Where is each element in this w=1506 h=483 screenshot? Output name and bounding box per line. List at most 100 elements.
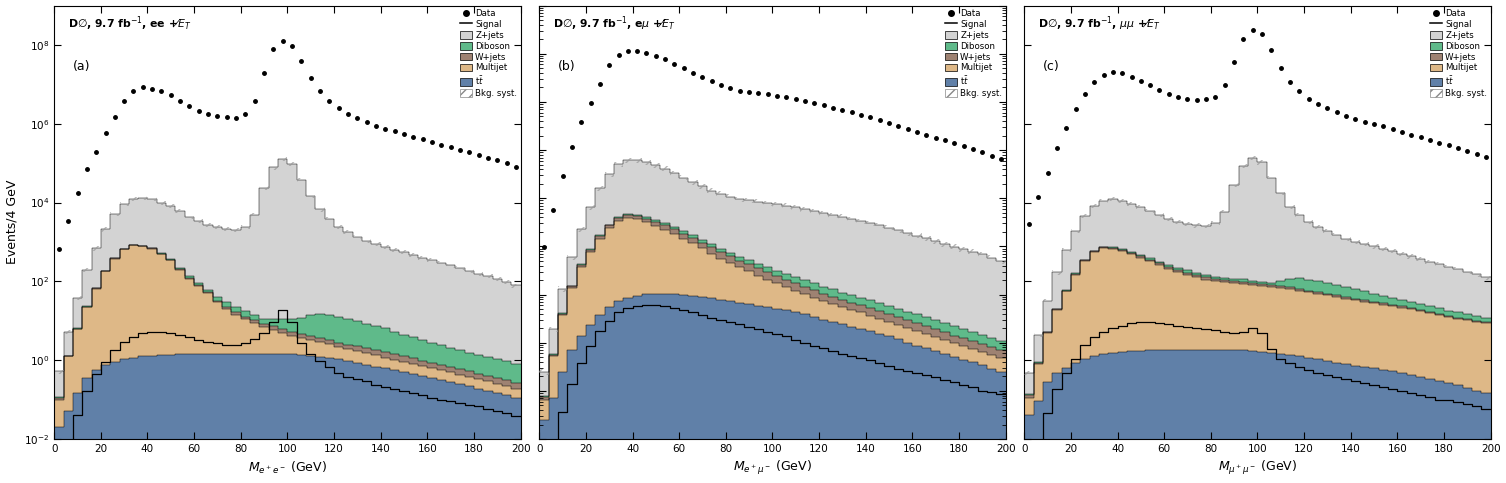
Bar (1444, 316, 1453, 317)
Bar (800, 314, 810, 483)
Bar (735, 267, 744, 303)
Bar (968, 341, 977, 349)
Bar (361, 365, 372, 483)
Bar (194, 283, 203, 285)
Bar (744, 200, 755, 260)
Bar (623, 214, 633, 215)
Bar (419, 361, 428, 366)
Bar (539, 372, 548, 396)
Bar (492, 279, 501, 359)
Bar (1053, 272, 1062, 309)
Bar (465, 377, 474, 386)
Bar (922, 348, 931, 483)
Bar (1062, 250, 1071, 290)
Bar (352, 321, 361, 346)
Bar (846, 219, 857, 295)
Bar (1482, 323, 1491, 393)
Bar (372, 367, 381, 483)
Bar (726, 253, 735, 256)
Bar (568, 288, 577, 350)
Bar (1398, 308, 1407, 373)
Bar (455, 268, 465, 350)
Bar (633, 160, 642, 215)
Bar (72, 328, 83, 329)
Bar (670, 227, 679, 229)
Bar (1126, 351, 1136, 483)
Bar (764, 203, 773, 268)
Bar (1378, 303, 1389, 305)
Bar (893, 325, 904, 339)
Bar (1313, 227, 1322, 281)
Bar (1099, 200, 1108, 247)
Bar (1276, 354, 1286, 483)
Bar (1425, 313, 1435, 379)
Bar (1471, 391, 1482, 483)
Bar (968, 362, 977, 483)
Bar (212, 301, 221, 302)
Bar (1211, 350, 1220, 483)
Bar (837, 293, 846, 300)
Bar (157, 254, 166, 355)
Bar (279, 319, 288, 329)
Bar (604, 174, 614, 225)
Bar (176, 269, 185, 270)
Bar (1267, 285, 1276, 286)
Bar (950, 247, 959, 326)
Bar (72, 298, 83, 328)
Bar (483, 276, 492, 357)
Bar (568, 286, 577, 288)
Bar (259, 319, 268, 324)
Bar (279, 159, 288, 319)
Bar (791, 312, 800, 483)
Bar (800, 294, 810, 314)
Bar (1333, 295, 1342, 297)
Bar (857, 329, 866, 483)
Bar (800, 209, 810, 281)
Bar (1239, 166, 1248, 280)
Bar (1453, 319, 1462, 385)
Bar (1024, 398, 1033, 415)
Bar (697, 297, 708, 483)
Bar (232, 313, 241, 314)
Bar (604, 307, 614, 483)
Bar (773, 284, 782, 309)
Bar (893, 230, 904, 309)
Bar (194, 286, 203, 354)
Bar (455, 350, 465, 369)
Bar (819, 213, 828, 287)
Bar (63, 356, 72, 412)
Bar (334, 317, 343, 342)
Bar (501, 386, 511, 395)
Bar (959, 249, 968, 329)
Bar (1360, 300, 1369, 301)
Bar (997, 351, 1006, 358)
Bar (437, 380, 446, 483)
Bar (343, 349, 352, 361)
Bar (568, 350, 577, 483)
Bar (250, 354, 259, 483)
Bar (557, 313, 568, 315)
Bar (866, 223, 875, 300)
Bar (726, 300, 735, 483)
Bar (1471, 274, 1482, 316)
Bar (1193, 350, 1202, 483)
Bar (1099, 247, 1108, 248)
Bar (101, 271, 110, 365)
Bar (837, 307, 846, 325)
Bar (259, 324, 268, 327)
Bar (203, 292, 212, 294)
Bar (176, 268, 185, 269)
Bar (1482, 322, 1491, 323)
Bar (157, 355, 166, 483)
Bar (166, 260, 176, 355)
Bar (1304, 358, 1313, 483)
Bar (221, 354, 232, 483)
Bar (1193, 277, 1202, 350)
Bar (343, 319, 352, 344)
Bar (288, 164, 297, 319)
Bar (1304, 292, 1313, 358)
Bar (203, 290, 212, 292)
Bar (455, 369, 465, 375)
Bar (1099, 248, 1108, 354)
Bar (166, 259, 176, 260)
